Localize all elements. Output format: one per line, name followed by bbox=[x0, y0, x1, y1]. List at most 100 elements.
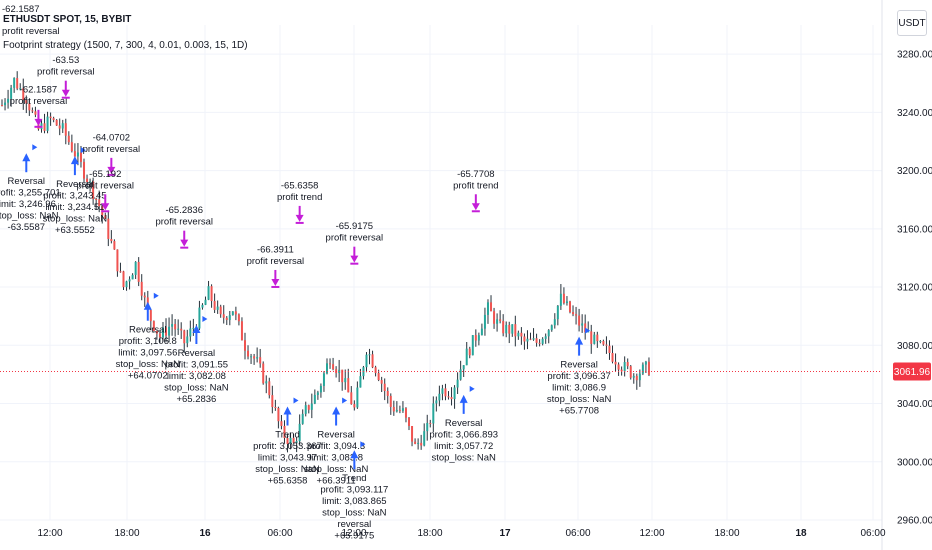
trade-annotation-text: profit reversal bbox=[76, 180, 134, 191]
candle-body bbox=[374, 367, 377, 374]
candle-body bbox=[122, 271, 125, 288]
entry-arrowhead-icon bbox=[459, 394, 468, 403]
candle-body bbox=[192, 327, 195, 329]
indicator-title[interactable]: Footprint strategy (1500, 7, 300, 4, 0.0… bbox=[3, 40, 248, 51]
candle-body bbox=[222, 314, 225, 318]
trade-annotation-text: profit: 3,094.3 bbox=[307, 441, 365, 452]
candle-body bbox=[511, 324, 514, 334]
candle-body bbox=[128, 279, 131, 282]
candle-body bbox=[514, 324, 517, 337]
candle-body bbox=[110, 238, 113, 242]
candle-body bbox=[165, 327, 168, 336]
trade-annotation-text: +66.3911 bbox=[317, 476, 356, 487]
candle-body bbox=[377, 373, 380, 381]
price-axis[interactable]: 3280.00 3240.00 3200.00 3160.00 3120.00 3080.… bbox=[897, 50, 932, 527]
trade-annotation-text: stop_loss: NaN bbox=[43, 214, 108, 225]
trade-annotation-text: stop_loss: NaN bbox=[322, 508, 387, 519]
candle-body bbox=[450, 397, 453, 400]
last-price-line: 3061.96 bbox=[0, 362, 931, 381]
candle-body bbox=[313, 394, 316, 404]
exit-arrowhead-icon bbox=[295, 214, 304, 222]
candle-body bbox=[219, 306, 222, 315]
candle-body bbox=[237, 314, 240, 322]
trade-annotation-text: stop_loss: NaN bbox=[116, 359, 181, 370]
trade-annotation-text: limit: 3,086.9 bbox=[552, 383, 606, 394]
time-tick-label: 18:00 bbox=[714, 528, 739, 539]
time-axis[interactable]: 12:00 18:00 16 06:00 12:00 18:00 17 06:00 12:00 1… bbox=[37, 528, 885, 539]
trade-annotation-text: profit: 3,066.893 bbox=[429, 429, 498, 440]
candle-body bbox=[641, 364, 644, 374]
candle-body bbox=[341, 369, 344, 383]
candle-body bbox=[602, 341, 605, 345]
candle-body bbox=[168, 326, 171, 336]
candle-body bbox=[131, 274, 134, 280]
price-tick-label: 3280.00 bbox=[897, 50, 932, 61]
trade-annotation-text: Trend bbox=[342, 473, 366, 484]
candle-body bbox=[520, 332, 523, 337]
candle-body bbox=[161, 327, 164, 338]
candle-body bbox=[43, 123, 46, 131]
candle-body bbox=[499, 319, 502, 322]
entry-flag-icon bbox=[360, 441, 366, 448]
trade-annotation-text: limit: 3,246.96 bbox=[0, 199, 56, 210]
time-tick-label: 12:00 bbox=[37, 528, 62, 539]
trade-annotation-text: profit: 3,091.55 bbox=[165, 360, 228, 371]
trade-annotation-text: Reversal bbox=[317, 430, 355, 441]
candle-body bbox=[608, 345, 611, 353]
candle-body bbox=[572, 312, 575, 315]
candle-body bbox=[505, 324, 508, 334]
candle-body bbox=[89, 181, 92, 183]
candle-body bbox=[253, 356, 256, 359]
candle-body bbox=[158, 333, 161, 338]
candle-body bbox=[647, 361, 650, 375]
candle-body bbox=[259, 357, 262, 364]
trade-annotation-text: profit reversal bbox=[247, 256, 305, 267]
entry-arrowhead-icon bbox=[283, 406, 292, 415]
trade-annotation-text: +64.0702 bbox=[128, 371, 168, 382]
entry-arrowhead-icon bbox=[575, 336, 584, 345]
candle-body bbox=[532, 338, 535, 340]
trade-annotation-text: stop_loss: NaN bbox=[304, 464, 369, 475]
candle-body bbox=[271, 395, 274, 408]
candle-body bbox=[490, 302, 493, 312]
trade-annotation-text: -62.1587 bbox=[20, 84, 58, 95]
price-unit-button[interactable]: USDT bbox=[897, 10, 927, 36]
candle-body bbox=[98, 199, 101, 207]
trade-annotation-text: Reversal bbox=[445, 418, 483, 429]
price-tick-label: 3080.00 bbox=[897, 341, 932, 352]
trade-annotation-text: profit reversal bbox=[155, 217, 213, 228]
candle-body bbox=[423, 431, 426, 446]
entry-flag-icon bbox=[585, 327, 591, 334]
entry-flag-icon bbox=[153, 292, 159, 299]
candle-body bbox=[213, 301, 216, 310]
candle-body bbox=[329, 363, 332, 365]
candle-body bbox=[432, 403, 435, 424]
trade-annotation-text: profit: 3,255.701 bbox=[0, 188, 61, 199]
candle-body bbox=[493, 311, 496, 324]
exit-arrowhead-icon bbox=[61, 89, 70, 97]
candle-body bbox=[611, 352, 614, 362]
trade-annotation-text: stop_loss: NaN bbox=[255, 464, 320, 475]
candle-body bbox=[10, 87, 13, 99]
candle-body bbox=[383, 383, 386, 392]
exit-arrowhead-icon bbox=[180, 239, 189, 247]
candle-body bbox=[49, 116, 52, 119]
trade-annotation-text: profit: 3,093.117 bbox=[320, 485, 388, 496]
candle-body bbox=[67, 135, 70, 143]
entry-flag-icon bbox=[202, 316, 208, 322]
candle-body bbox=[55, 119, 58, 126]
top-trade-label: profit reversal bbox=[2, 26, 60, 37]
candle-body bbox=[429, 422, 432, 424]
candle-body bbox=[107, 218, 110, 239]
candle-body bbox=[140, 281, 143, 296]
candle-body bbox=[411, 425, 414, 442]
candle-body bbox=[547, 330, 550, 337]
candle-body bbox=[125, 281, 128, 288]
entry-arrowhead-icon bbox=[350, 450, 359, 459]
